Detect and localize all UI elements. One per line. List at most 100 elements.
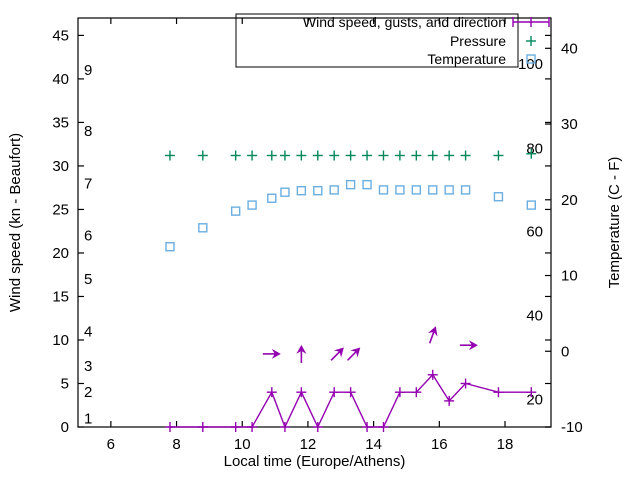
temperature-point — [395, 185, 405, 195]
wind-speed-point — [526, 387, 537, 398]
y2-tick-label: 30 — [561, 116, 578, 133]
y-tick-label: 30 — [52, 158, 69, 175]
wind-direction-arrows — [262, 326, 478, 363]
y-tick-label: 10 — [52, 332, 69, 349]
fahrenheit-label: 20 — [526, 392, 543, 409]
temperature-point — [411, 185, 422, 195]
y-tick-label: 0 — [61, 419, 69, 436]
x-tick-label: 6 — [107, 436, 115, 453]
wind-speed-point — [394, 387, 405, 398]
pressure-point — [394, 150, 405, 161]
y2-tick-label: 20 — [561, 192, 578, 209]
legend-label: Temperature — [427, 51, 506, 67]
temperature-point — [296, 185, 307, 196]
wind-speed-point — [266, 387, 277, 398]
wind-speed-point — [279, 422, 290, 432]
temperature-point — [230, 206, 241, 216]
x-tick-label: 14 — [365, 436, 382, 453]
beaufort-label: 7 — [84, 175, 92, 192]
x-tick-label: 8 — [172, 436, 180, 453]
wind-speed-point — [493, 387, 504, 398]
pressure-point — [460, 150, 471, 161]
pressure-point — [493, 150, 504, 161]
x-tick-label: 16 — [431, 436, 448, 453]
pressure-point — [247, 150, 258, 161]
wind-speed-point — [230, 422, 241, 432]
pressure-point — [164, 150, 175, 161]
beaufort-label: 3 — [84, 358, 92, 375]
wind-speed-point — [296, 387, 307, 398]
wind-direction-arrow-NNE — [428, 326, 438, 344]
y-axis-title: Wind speed (kn - Beaufort) — [7, 133, 24, 312]
fahrenheit-label: 100 — [518, 56, 543, 73]
beaufort-label: 4 — [84, 323, 92, 340]
legend-square-swatch — [526, 54, 536, 64]
legend-plus-swatch — [526, 36, 536, 46]
pressure-point — [427, 150, 438, 161]
y2-tick-label: -10 — [561, 419, 583, 436]
y-tick-label: 40 — [52, 71, 69, 88]
wind-speed-point — [362, 422, 373, 432]
temperature-point — [313, 185, 323, 196]
pressure-point — [411, 150, 422, 161]
pressure-point — [266, 150, 277, 161]
y-tick-label: 20 — [52, 245, 69, 262]
x-tick-label: 18 — [497, 436, 514, 453]
temperature-point — [280, 187, 290, 197]
x-axis-title: Local time (Europe/Athens) — [224, 453, 406, 470]
temperature-point — [493, 192, 504, 202]
legend-plus-swatch — [512, 17, 550, 27]
temperature-point — [362, 179, 372, 190]
wind-direction-arrow-E — [459, 340, 478, 351]
pressure-point — [444, 150, 455, 161]
legend-label: Wind speed, gusts, and direction — [303, 14, 506, 30]
fahrenheit-label: 60 — [526, 224, 543, 241]
temperature-point — [526, 200, 536, 210]
pressure-point — [230, 150, 241, 161]
temperature-point — [428, 185, 438, 195]
temperature-point — [345, 179, 356, 190]
wind-speed-point — [164, 422, 175, 432]
wind-direction-arrow-NE — [346, 347, 361, 361]
series-pressure — [164, 148, 537, 161]
x-axis-ticks: 6 8 10 12 14 16 18 — [107, 18, 514, 453]
y2-axis-title: Temperature (C - F) — [606, 157, 623, 289]
temperature-point — [165, 242, 175, 252]
pressure-point — [312, 150, 323, 161]
beaufort-label: 9 — [84, 62, 92, 79]
beaufort-label: 2 — [84, 384, 92, 401]
plot-frame — [77, 17, 552, 428]
beaufort-label: 6 — [84, 228, 92, 245]
pressure-point — [526, 148, 537, 159]
fahrenheit-label: 40 — [526, 308, 543, 325]
wind-speed-point — [247, 422, 258, 432]
y-tick-label: 15 — [52, 288, 69, 305]
wind-speed-line — [169, 373, 532, 429]
y-tick-label: 5 — [61, 375, 69, 392]
y2-tick-label: 40 — [561, 40, 578, 57]
wind-speed-point — [312, 422, 323, 432]
temperature-point — [247, 200, 257, 210]
wind-speed-point — [329, 387, 340, 398]
beaufort-label: 8 — [84, 123, 92, 140]
pressure-point — [279, 150, 290, 161]
temperature-point — [329, 185, 339, 195]
y-tick-label: 45 — [52, 27, 69, 44]
wind-direction-arrow-E — [262, 348, 281, 359]
wind-speed-point — [460, 378, 471, 389]
x-tick-label: 12 — [300, 436, 317, 453]
y2-tick-label: 0 — [561, 343, 569, 360]
wind-speed-point — [345, 387, 356, 398]
beaufort-label: 1 — [84, 410, 92, 427]
beaufort-label: 5 — [84, 271, 92, 288]
beaufort-inner-labels: 1 2 3 4 5 6 7 8 9 — [84, 62, 92, 427]
y2-tick-label: 10 — [561, 268, 578, 285]
series-temperature — [165, 179, 536, 252]
y2-axis-ticks: -10 0 10 20 30 40 — [545, 40, 583, 436]
fahrenheit-label: 80 — [526, 140, 543, 157]
temperature-point — [378, 185, 389, 195]
temperature-point — [460, 185, 471, 195]
wind-speed-point — [427, 369, 438, 380]
